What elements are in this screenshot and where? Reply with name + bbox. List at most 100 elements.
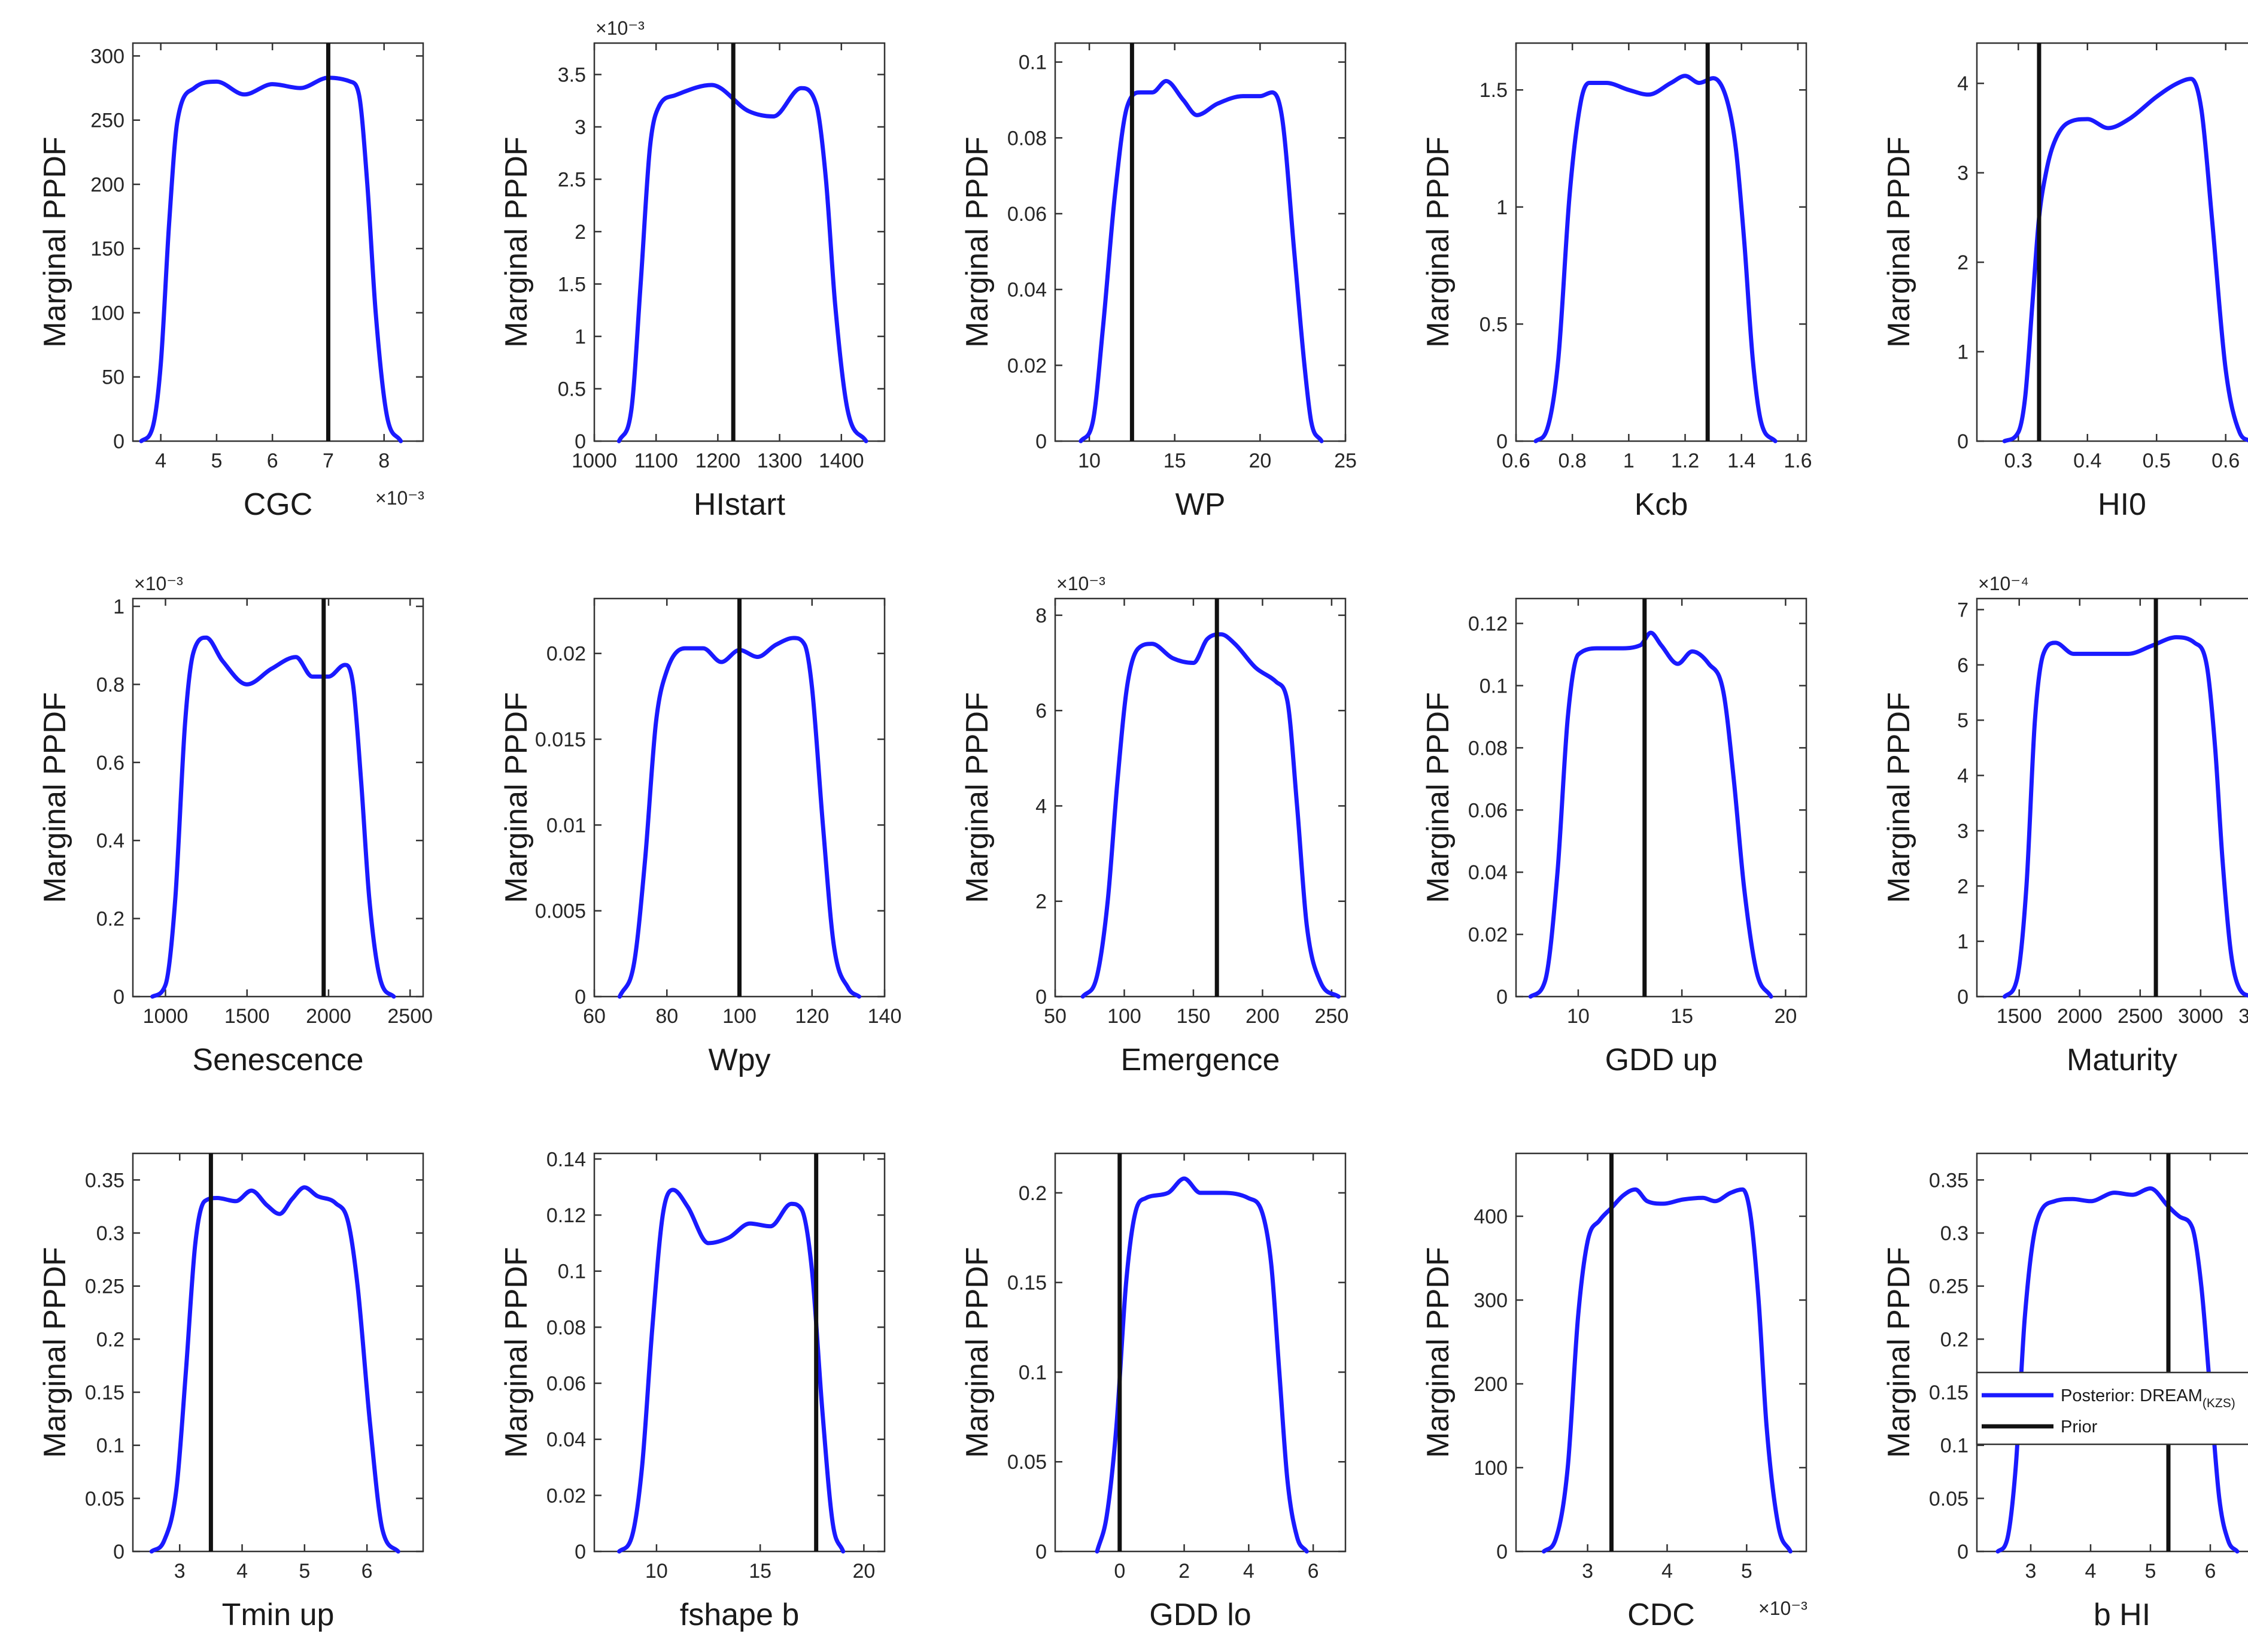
y-tick-label: 250 bbox=[90, 110, 124, 132]
y-tick-label: 6 bbox=[1035, 700, 1047, 722]
x-tick-label: 15 bbox=[1670, 1005, 1693, 1028]
y-tick-label: 0.5 bbox=[1480, 313, 1508, 336]
x-tick-label: 1500 bbox=[1997, 1005, 2042, 1028]
y-tick-label: 4 bbox=[1035, 795, 1047, 818]
axes-box bbox=[1515, 597, 1807, 998]
y-tick-label: 0 bbox=[1496, 986, 1508, 1009]
y-tick-label: 0.04 bbox=[1007, 279, 1047, 302]
y-tick-label: 2.5 bbox=[558, 169, 586, 192]
y-tick-label: 0 bbox=[113, 430, 124, 453]
legend-posterior-label: Posterior: DREAM(KZS) bbox=[2061, 1386, 2235, 1410]
y-tick-label: 0 bbox=[113, 1541, 124, 1563]
y-exponent-label: ×10⁻³ bbox=[596, 17, 645, 39]
subplot-cgc: 4 5 6 7 8 0 50 100 150 200 250 300 ×10⁻³ CGC Marginal … bbox=[38, 42, 424, 522]
axes-box bbox=[1515, 42, 1807, 442]
x-tick-label: 1.4 bbox=[1727, 450, 1755, 472]
x-tick-label: 200 bbox=[1245, 1005, 1280, 1028]
x-axis-label: Wpy bbox=[709, 1043, 771, 1077]
y-tick-label: 0.06 bbox=[546, 1372, 586, 1395]
y-exponent-label: ×10⁻³ bbox=[1056, 573, 1105, 594]
subplot-gdd-lo: 0 2 4 6 0 0.05 0.1 0.15 0.2 GDD lo Marginal PPDF bbox=[960, 1152, 1347, 1632]
axes-box bbox=[132, 597, 424, 998]
y-tick-label: 0 bbox=[1957, 1541, 1968, 1563]
posterior-curve bbox=[1528, 630, 1773, 999]
y-tick-label: 0.02 bbox=[546, 1484, 586, 1507]
x-tick-label: 50 bbox=[1044, 1005, 1067, 1028]
y-tick-label: 0.35 bbox=[85, 1169, 124, 1192]
y-axis-label: Marginal PPDF bbox=[1421, 136, 1456, 348]
y-axis-label: Marginal PPDF bbox=[960, 136, 995, 348]
y-tick-label: 0.02 bbox=[1468, 924, 1508, 946]
x-axis-label: Senescence bbox=[192, 1043, 363, 1077]
y-tick-label: 2 bbox=[1035, 891, 1047, 913]
posterior-curve bbox=[616, 83, 868, 444]
x-tick-label: 60 bbox=[583, 1005, 606, 1028]
y-tick-label: 0.08 bbox=[546, 1316, 586, 1339]
axes-box bbox=[593, 1152, 886, 1553]
y-exponent-label: ×10⁻³ bbox=[134, 573, 183, 594]
y-axis-label: Marginal PPDF bbox=[38, 136, 72, 348]
x-axis-label: CDC bbox=[1627, 1598, 1695, 1632]
y-tick-label: 0 bbox=[1957, 430, 1968, 453]
x-exponent-label: ×10⁻³ bbox=[1758, 1598, 1807, 1619]
y-tick-label: 0.12 bbox=[546, 1204, 586, 1227]
y-tick-label: 300 bbox=[1474, 1289, 1508, 1312]
x-tick-label: 20 bbox=[1248, 450, 1271, 472]
x-tick-label: 10 bbox=[1567, 1005, 1590, 1028]
y-tick-label: 4 bbox=[1957, 765, 1968, 788]
y-tick-label: 1.5 bbox=[558, 274, 586, 296]
y-axis-label: Marginal PPDF bbox=[1421, 692, 1456, 903]
y-tick-label: 0 bbox=[1957, 986, 1968, 1009]
x-tick-label: 7 bbox=[323, 450, 334, 472]
y-tick-label: 200 bbox=[90, 174, 124, 196]
y-tick-label: 50 bbox=[102, 366, 124, 389]
y-tick-label: 0.08 bbox=[1007, 127, 1047, 150]
y-tick-label: 0.02 bbox=[546, 643, 586, 666]
y-tick-label: 0.1 bbox=[1480, 675, 1508, 697]
y-axis-label: Marginal PPDF bbox=[960, 1247, 995, 1458]
axes-box bbox=[1054, 1152, 1347, 1553]
x-axis-label: Maturity bbox=[2067, 1043, 2177, 1077]
y-tick-label: 3 bbox=[575, 116, 586, 139]
x-tick-label: 5 bbox=[211, 450, 222, 472]
x-tick-label: 2000 bbox=[2057, 1005, 2103, 1028]
y-tick-label: 0.015 bbox=[535, 728, 586, 751]
y-tick-label: 0 bbox=[1035, 1541, 1047, 1563]
y-tick-label: 200 bbox=[1474, 1373, 1508, 1396]
x-tick-label: 3 bbox=[2025, 1560, 2037, 1583]
y-tick-label: 0.3 bbox=[1940, 1222, 1968, 1245]
y-tick-label: 0.14 bbox=[546, 1148, 586, 1171]
posterior-curve bbox=[1079, 78, 1324, 444]
y-tick-label: 100 bbox=[1474, 1457, 1508, 1480]
x-tick-label: 6 bbox=[267, 450, 278, 472]
y-tick-label: 0.6 bbox=[96, 752, 124, 775]
subplot-histart: 1000 1100 1200 1300 1400 0 0.5 1 1.5 2 2.5 3 3.5 ×10⁻… bbox=[499, 17, 886, 522]
y-tick-label: 0.15 bbox=[85, 1381, 124, 1404]
x-tick-label: 0.8 bbox=[1559, 450, 1587, 472]
y-axis-label: Marginal PPDF bbox=[1421, 1247, 1456, 1458]
x-axis-label: HIstart bbox=[694, 487, 786, 522]
y-axis-label: Marginal PPDF bbox=[1882, 136, 1916, 348]
y-tick-label: 0.2 bbox=[1019, 1182, 1047, 1205]
subplot-fshape-b: 10 15 20 0 0.02 0.04 0.06 0.08 0.1 0.12 0.14 fshape… bbox=[499, 1148, 886, 1632]
x-tick-label: 20 bbox=[852, 1560, 875, 1583]
y-tick-label: 2 bbox=[1957, 875, 1968, 898]
x-tick-label: 1000 bbox=[143, 1005, 189, 1028]
y-tick-label: 0 bbox=[1035, 986, 1047, 1009]
y-tick-label: 0.2 bbox=[96, 1328, 124, 1351]
y-tick-label: 150 bbox=[90, 238, 124, 260]
x-tick-label: 25 bbox=[1334, 450, 1357, 472]
x-tick-label: 3 bbox=[174, 1560, 186, 1583]
y-tick-label: 0.005 bbox=[535, 900, 586, 923]
posterior-curve bbox=[2002, 635, 2248, 999]
x-tick-label: 15 bbox=[1164, 450, 1186, 472]
x-axis-label: b HI bbox=[2094, 1598, 2150, 1632]
y-tick-label: 5 bbox=[1957, 709, 1968, 732]
x-tick-label: 100 bbox=[1107, 1005, 1141, 1028]
x-tick-label: 5 bbox=[1741, 1560, 1752, 1583]
x-tick-label: 3 bbox=[1582, 1560, 1593, 1583]
y-tick-label: 0.3 bbox=[96, 1222, 124, 1245]
y-tick-label: 0.4 bbox=[96, 830, 124, 852]
y-axis-label: Marginal PPDF bbox=[499, 1247, 534, 1458]
x-tick-label: 3000 bbox=[2178, 1005, 2223, 1028]
